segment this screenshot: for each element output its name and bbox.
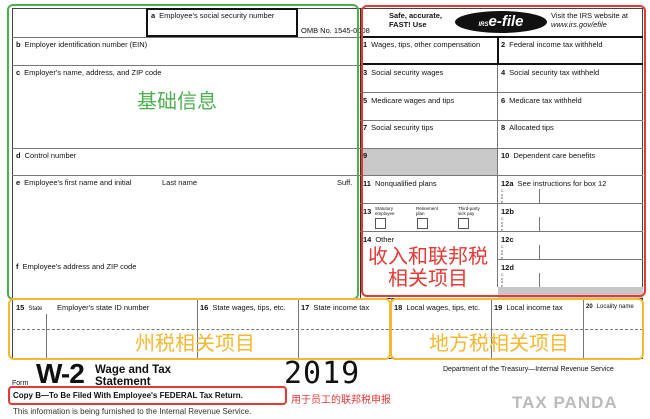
tax-panda-watermark: TAX PANDA xyxy=(512,393,618,412)
form-word: Form xyxy=(12,380,29,387)
tax-year: 2019 xyxy=(284,356,361,391)
box-6-field[interactable]: 6 Medicare tax withheld xyxy=(501,96,582,105)
statutory-employee-checkbox[interactable] xyxy=(375,218,386,229)
retirement-plan-checkbox[interactable] xyxy=(417,218,428,229)
last-name-label: Last name xyxy=(162,178,198,187)
form-name: W-2 xyxy=(36,358,85,389)
code-label: Code xyxy=(501,217,504,232)
box-9-field[interactable]: 9 xyxy=(363,151,368,160)
third-party-sick-pay-label: Third-party sick pay xyxy=(458,206,480,216)
box-9-shaded xyxy=(361,149,497,175)
box-10-field[interactable]: 10 Dependent care benefits xyxy=(501,151,596,160)
ssn-label: a Employee's social security number xyxy=(151,11,275,20)
basic-info-frame xyxy=(7,4,359,300)
irs-website-text: Visit the IRS website at xyxy=(551,11,628,20)
local-income-tax-label: 19 Local income tax xyxy=(494,303,563,312)
income-frame xyxy=(361,5,646,297)
box-5-field[interactable]: 5 Medicare wages and tips xyxy=(363,96,455,105)
ein-field[interactable]: b Employer identification number (EIN) xyxy=(16,40,148,49)
local-annotation: 地方税相关项目 xyxy=(429,331,569,355)
form-title: Wage and Tax Statement xyxy=(95,364,172,388)
box-12b-field[interactable]: 12b xyxy=(501,207,514,216)
box-13-field[interactable]: 13 xyxy=(363,207,372,216)
box-12c-field[interactable]: 12c xyxy=(501,235,514,244)
box-11-field[interactable]: 11 Nonqualified plans xyxy=(363,179,437,188)
retirement-plan-label: Retirement plan xyxy=(416,206,439,216)
box-12a-field[interactable]: 12a See instructions for box 12 xyxy=(501,179,607,188)
local-frame xyxy=(390,298,644,360)
box-12d-field[interactable]: 12d xyxy=(501,263,514,272)
furnished-text: This information is being furnished to t… xyxy=(13,407,252,416)
department-text: Department of the Treasury—Internal Reve… xyxy=(443,366,614,373)
third-party-sick-pay-checkbox[interactable] xyxy=(458,218,469,229)
box-14-field[interactable]: 14 Other xyxy=(363,235,395,244)
employer-name-field[interactable]: c Employer's name, address, and ZIP code xyxy=(16,68,162,77)
control-number-field[interactable]: d Control number xyxy=(16,151,77,160)
state-id-label: Employer's state ID number xyxy=(57,303,150,312)
box-3-field[interactable]: 3 Social security wages xyxy=(363,68,444,77)
employee-address-field[interactable]: f Employee's address and ZIP code xyxy=(16,262,137,271)
code-label: Code xyxy=(501,189,504,204)
state-label: 15 State xyxy=(16,303,43,312)
income-annotation: 收入和联邦税 xyxy=(368,244,488,268)
efile-tagline: Safe, accurate, FAST! Use xyxy=(389,11,442,29)
box-8-field[interactable]: 8 Allocated tips xyxy=(501,123,554,132)
code-label: Code xyxy=(501,273,504,288)
box-1-field[interactable]: 1 Wages, tips, other compensation xyxy=(363,40,481,49)
state-wages-label: 16 State wages, tips, etc. xyxy=(200,303,286,312)
local-wages-label: 18 Local wages, tips, etc. xyxy=(394,303,481,312)
employee-name-field[interactable]: e Employee's first name and initial xyxy=(16,178,132,187)
omb-number: OMB No. 1545-0008 xyxy=(301,26,370,35)
code-label: Code xyxy=(501,245,504,260)
state-income-tax-label: 17 State income tax xyxy=(301,303,370,312)
statutory-employee-label: Statutory employee xyxy=(375,206,395,216)
copy-note-annotation: 用于员工的联邦税申报 xyxy=(291,395,391,406)
box-4-field[interactable]: 4 Social security tax withheld xyxy=(501,68,600,77)
basic-info-annotation: 基础信息 xyxy=(137,89,217,113)
ssn-field[interactable] xyxy=(146,8,298,37)
box-7-field[interactable]: 7 Social security tips xyxy=(363,123,434,132)
copy-b-text: Copy B—To Be Filed With Employee's FEDER… xyxy=(13,391,243,400)
state-annotation: 州税相关项目 xyxy=(135,331,255,355)
locality-name-label: 20 Locality name xyxy=(586,304,634,310)
irs-efile-logo: IRSe-file xyxy=(455,11,547,33)
irs-website-url[interactable]: www.irs.gov/efile xyxy=(551,20,607,29)
box-2-field[interactable]: 2 Federal income tax withheld xyxy=(501,40,603,49)
income-annotation-2: 相关项目 xyxy=(388,266,468,290)
suffix-label: Suff. xyxy=(337,178,353,187)
